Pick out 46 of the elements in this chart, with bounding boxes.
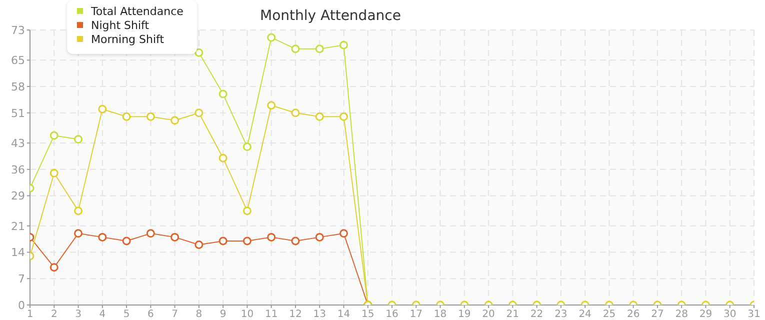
x-tick-label: 24 (578, 309, 592, 320)
y-tick-label: 0 (18, 298, 25, 312)
x-tick-label: 15 (362, 309, 374, 320)
x-tick-label: 3 (75, 309, 82, 320)
x-tick-label: 26 (626, 309, 640, 320)
x-tick-label: 9 (220, 309, 226, 320)
x-tick-label: 5 (123, 309, 130, 320)
x-tick-label: 12 (289, 309, 302, 320)
x-tick-label: 30 (724, 309, 736, 320)
x-tick-label: 11 (264, 309, 278, 320)
y-tick-label: 29 (11, 190, 25, 203)
x-tick-label: 27 (651, 309, 664, 320)
x-tick-label: 31 (748, 309, 760, 320)
x-tick-label: 21 (506, 309, 520, 320)
x-tick-label: 8 (196, 309, 202, 320)
y-tick-label: 36 (11, 163, 25, 176)
y-tick-label: 14 (11, 246, 25, 260)
legend-label: Morning Shift (91, 32, 164, 46)
x-tick-label: 2 (50, 309, 58, 320)
y-tick-label: 58 (11, 80, 25, 94)
x-tick-label: 4 (99, 309, 106, 320)
legend-label: Night Shift (91, 18, 150, 32)
legend-label: Total Attendance (91, 4, 184, 18)
x-tick-label: 13 (313, 309, 326, 320)
x-tick-label: 7 (172, 309, 178, 320)
y-tick-label: 51 (11, 106, 25, 120)
x-tick-label: 16 (386, 309, 398, 320)
x-tick-label: 14 (337, 309, 350, 320)
x-tick-label: 20 (482, 309, 495, 320)
x-tick-label: 22 (530, 309, 544, 320)
x-tick-label: 19 (458, 309, 471, 320)
x-tick-label: 6 (147, 309, 154, 320)
x-tick-label: 28 (675, 309, 688, 320)
x-tick-label: 10 (240, 309, 254, 320)
x-tick-label: 18 (434, 309, 447, 320)
y-tick-label: 65 (11, 54, 25, 68)
y-tick-label: 43 (11, 136, 25, 150)
x-tick-label: 17 (410, 309, 422, 320)
y-tick-label: 21 (11, 220, 25, 233)
x-tick-label: 25 (602, 309, 616, 320)
x-tick-label: 29 (699, 309, 712, 320)
x-tick-label: 23 (554, 309, 568, 320)
y-tick-label: 73 (11, 24, 25, 37)
x-tick-label: 1 (26, 309, 34, 320)
chart-title: Monthly Attendance (260, 8, 401, 24)
y-tick-label: 7 (18, 272, 25, 286)
